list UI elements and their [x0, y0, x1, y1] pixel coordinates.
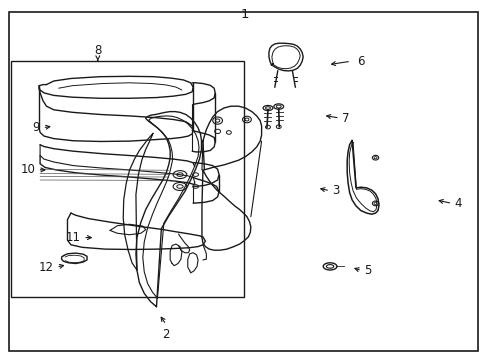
Text: 12: 12: [39, 261, 54, 274]
Text: 11: 11: [65, 231, 81, 244]
Text: 10: 10: [20, 163, 35, 176]
Text: 3: 3: [332, 184, 339, 197]
Bar: [11, 61, 244, 297]
Text: 1: 1: [240, 8, 248, 21]
Text: 2: 2: [162, 328, 170, 341]
Text: 7: 7: [342, 112, 349, 125]
Text: 4: 4: [454, 197, 461, 210]
Text: 5: 5: [364, 264, 371, 277]
Text: 8: 8: [94, 44, 102, 57]
Text: 9: 9: [33, 121, 40, 134]
Text: 6: 6: [356, 55, 364, 68]
